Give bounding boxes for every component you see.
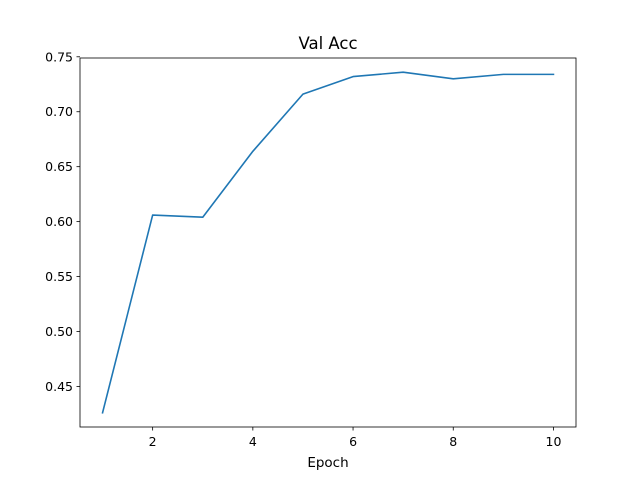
y-tick-label: 0.45 — [45, 379, 73, 394]
y-tick-label: 0.70 — [45, 104, 73, 119]
plot-area-frame — [79, 57, 577, 428]
y-tick-label: 0.60 — [45, 214, 73, 229]
y-tick-label: 0.65 — [45, 159, 73, 174]
x-tick-label: 8 — [449, 434, 457, 449]
x-axis-label: Epoch — [307, 455, 348, 471]
series-line-0 — [101, 71, 555, 414]
x-tick-label: 4 — [249, 434, 257, 449]
y-tick-label: 0.55 — [45, 269, 73, 284]
chart-title: Val Acc — [298, 34, 357, 53]
x-tick-label: 6 — [349, 434, 357, 449]
y-tick-label: 0.50 — [45, 324, 73, 339]
x-tick-label: 10 — [546, 434, 562, 449]
y-tick-label: 0.75 — [45, 49, 73, 64]
plot-layer: 0.45 0.50 0.55 0.60 0.65 0.70 0.75 2 4 6 8 10 — [45, 49, 577, 449]
x-tick-label: 2 — [149, 434, 157, 449]
